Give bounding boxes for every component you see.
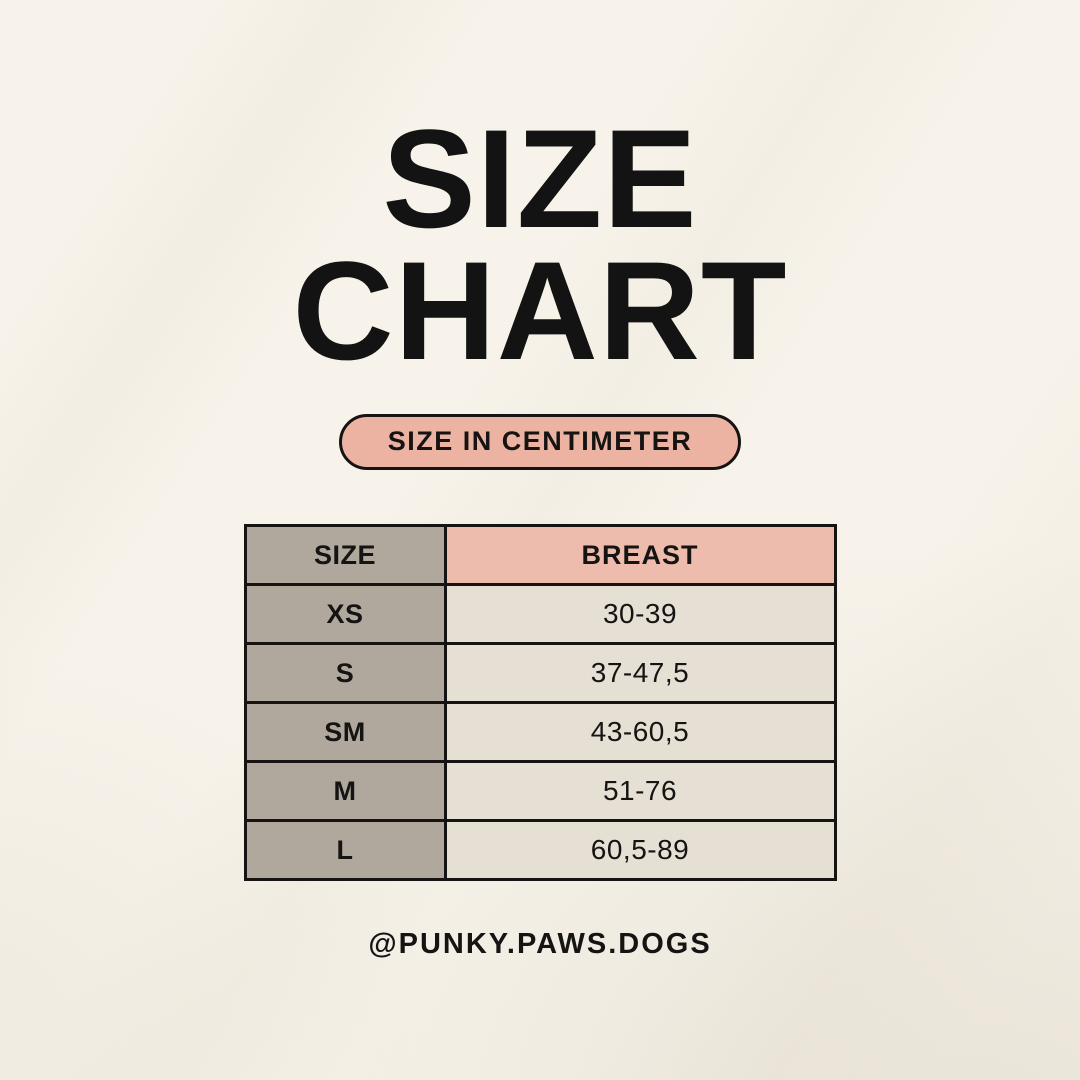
size-label: SM xyxy=(243,701,447,764)
unit-badge: SIZE IN CENTIMETER xyxy=(338,414,742,471)
size-label: XS xyxy=(243,583,447,646)
size-label: M xyxy=(243,760,447,823)
breast-range: 37-47,5 xyxy=(443,642,837,705)
breast-range: 60,5-89 xyxy=(443,819,837,882)
breast-range: 43-60,5 xyxy=(443,701,837,764)
size-label: S xyxy=(243,642,447,705)
column-header-size: SIZE xyxy=(243,524,447,587)
page-title-line-1: SIZE xyxy=(382,100,698,257)
table-row-s: S 37-47,5 xyxy=(243,642,837,705)
size-table-header-row: SIZE BREAST xyxy=(243,524,837,587)
size-table: SIZE BREAST XS 30-39 S 37-47,5 SM 43-60,… xyxy=(243,524,837,882)
social-handle: @PUNKY.PAWS.DOGS xyxy=(368,928,712,961)
table-row-l: L 60,5-89 xyxy=(243,819,837,882)
column-header-breast: BREAST xyxy=(443,524,837,587)
unit-badge-label: SIZE IN CENTIMETER xyxy=(387,425,693,456)
size-label: L xyxy=(243,819,447,882)
table-row-xs: XS 30-39 xyxy=(243,583,837,646)
table-row-sm: SM 43-60,5 xyxy=(243,701,837,764)
table-row-m: M 51-76 xyxy=(243,760,837,823)
page-title: SIZE CHART xyxy=(292,100,788,389)
breast-range: 30-39 xyxy=(443,583,837,646)
breast-range: 51-76 xyxy=(443,760,837,823)
page-title-line-2: CHART xyxy=(292,231,788,389)
